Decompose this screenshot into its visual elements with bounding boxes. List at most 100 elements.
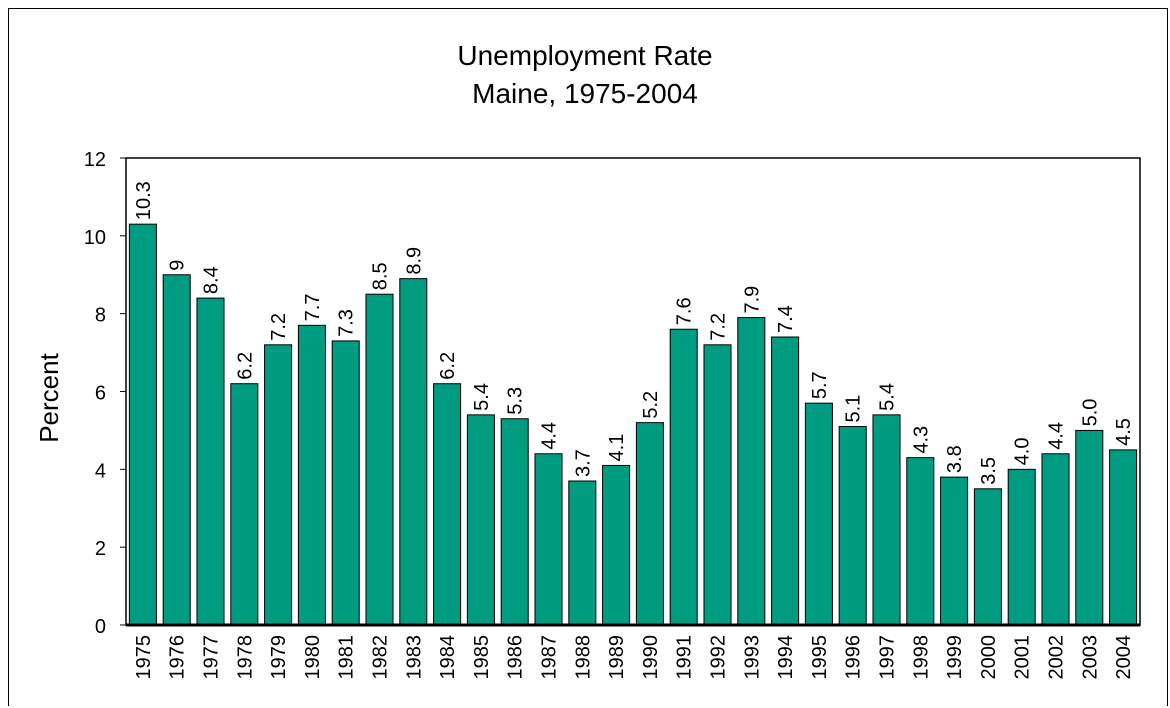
x-tick-label: 1990 [640, 635, 662, 680]
x-tick-label: 1991 [674, 635, 696, 680]
x-tick-label: 1978 [234, 635, 256, 680]
x-tick-label: 1988 [572, 635, 594, 680]
bar-1979 [264, 344, 293, 626]
x-tick-label: 1976 [167, 635, 189, 680]
x-tick-label: 2000 [978, 635, 1000, 680]
bar-1998 [906, 457, 935, 626]
data-label: 3.8 [944, 445, 966, 473]
data-label: 4.5 [1113, 418, 1135, 446]
bar-2001 [1007, 468, 1036, 626]
x-tick-label: 2001 [1012, 635, 1034, 680]
x-tick-label: 2004 [1113, 635, 1135, 680]
x-tick-label: 1996 [843, 635, 865, 680]
bar-1990 [635, 422, 664, 626]
data-label: 7.2 [708, 313, 730, 341]
data-label: 7.9 [741, 286, 763, 314]
bar-1985 [466, 414, 495, 626]
bar-1997 [872, 414, 901, 626]
x-tick-label: 1987 [539, 635, 561, 680]
x-tick-label: 1981 [336, 635, 358, 680]
bar-1975 [128, 223, 157, 626]
bar-1987 [534, 453, 563, 626]
data-label: 4.4 [539, 422, 561, 450]
data-label: 5.3 [505, 387, 527, 415]
chart-frame [8, 8, 1168, 706]
bar-1991 [669, 328, 698, 626]
data-label: 3.7 [572, 449, 594, 477]
y-axis: 0 2 4 6 8 10 12 [84, 149, 126, 638]
data-label: 7.2 [268, 313, 290, 341]
bar-1981 [331, 340, 360, 626]
x-tick-label: 2003 [1079, 635, 1101, 680]
bar-1995 [804, 402, 833, 626]
data-label: 5.0 [1079, 399, 1101, 427]
chart-subtitle: Maine, 1975-2004 [472, 78, 698, 109]
data-label: 5.7 [809, 371, 831, 399]
data-label: 5.1 [843, 395, 865, 423]
data-label: 10.3 [133, 181, 155, 220]
bar-1994 [771, 336, 800, 626]
bar-2000 [973, 488, 1002, 626]
bar-1996 [838, 426, 867, 626]
x-tick-label: 1983 [403, 635, 425, 680]
data-label: 5.2 [640, 391, 662, 419]
y-tick-label: 8 [95, 305, 106, 327]
data-label: 8.9 [403, 247, 425, 275]
y-tick-label: 6 [95, 383, 106, 405]
bar-1986 [500, 418, 529, 626]
bar-1992 [703, 344, 732, 626]
data-label: 6.2 [437, 352, 459, 380]
data-label: 8.4 [201, 266, 223, 294]
bar-1983 [399, 278, 428, 626]
bar-1999 [940, 476, 969, 626]
bar-1978 [230, 383, 259, 626]
bar-1993 [737, 317, 766, 626]
data-labels: 10.3 9 8.4 6.2 7.2 7.7 7.3 8.5 8.9 6.2 5.4 5.3 4.4 3.… [133, 181, 1135, 485]
x-tick-label: 1993 [741, 635, 763, 680]
data-label: 4.3 [910, 426, 932, 454]
data-label: 6.2 [234, 352, 256, 380]
x-tick-label: 1985 [471, 635, 493, 680]
x-tick-label: 1982 [370, 635, 392, 680]
data-label: 4.0 [1012, 438, 1034, 466]
y-tick-label: 2 [95, 538, 106, 560]
x-tick-label: 1977 [201, 635, 223, 680]
data-label: 5.4 [877, 383, 899, 411]
data-label: 7.4 [775, 305, 797, 333]
x-tick-label: 1994 [775, 635, 797, 680]
x-tick-label: 1992 [708, 635, 730, 680]
data-label: 9 [167, 260, 189, 271]
x-tick-label: 1997 [877, 635, 899, 680]
bar-1984 [433, 383, 462, 626]
bar-1982 [365, 293, 394, 626]
data-label: 7.3 [336, 309, 358, 337]
y-tick-label: 4 [95, 460, 106, 482]
y-tick-label: 0 [95, 616, 106, 638]
bar-1988 [568, 480, 597, 626]
x-tick-label: 1995 [809, 635, 831, 680]
data-label: 8.5 [370, 262, 392, 290]
x-tick-label: 1989 [606, 635, 628, 680]
x-tick-label: 1998 [910, 635, 932, 680]
bar-2002 [1041, 453, 1070, 626]
x-axis: 1975 1976 1977 1978 1979 1980 1981 1982 1983 1984… [126, 623, 1140, 680]
y-axis-label: Percent [34, 352, 64, 442]
data-label: 3.5 [978, 457, 1000, 485]
bar-1980 [297, 324, 326, 626]
bars [128, 223, 1138, 626]
bar-2003 [1075, 429, 1104, 626]
x-tick-label: 1980 [302, 635, 324, 680]
x-tick-label: 1986 [505, 635, 527, 680]
bar-1989 [602, 464, 631, 626]
bar-1977 [196, 297, 225, 626]
y-tick-label: 10 [84, 227, 106, 249]
data-label: 4.4 [1046, 422, 1068, 450]
data-label: 4.1 [606, 434, 628, 462]
data-label: 7.6 [674, 297, 696, 325]
x-tick-label: 1975 [133, 635, 155, 680]
y-tick-label: 12 [84, 149, 106, 171]
x-tick-label: 1984 [437, 635, 459, 680]
bar-1976 [162, 274, 191, 626]
data-label: 7.7 [302, 294, 324, 322]
